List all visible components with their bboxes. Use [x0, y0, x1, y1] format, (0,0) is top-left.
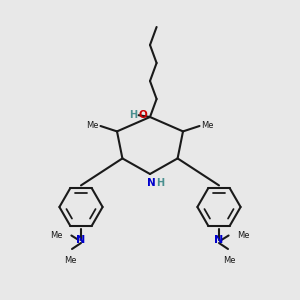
- Text: Me: Me: [223, 256, 236, 265]
- Text: H: H: [129, 110, 138, 120]
- Text: Me: Me: [64, 256, 77, 265]
- Text: Me: Me: [50, 231, 63, 240]
- Text: Me: Me: [201, 122, 214, 130]
- Text: Me: Me: [237, 231, 250, 240]
- Text: Me: Me: [86, 122, 99, 130]
- Text: H: H: [156, 178, 164, 188]
- Text: O: O: [138, 110, 147, 120]
- Text: N: N: [214, 235, 224, 245]
- Text: N: N: [147, 178, 156, 188]
- Text: N: N: [76, 235, 85, 245]
